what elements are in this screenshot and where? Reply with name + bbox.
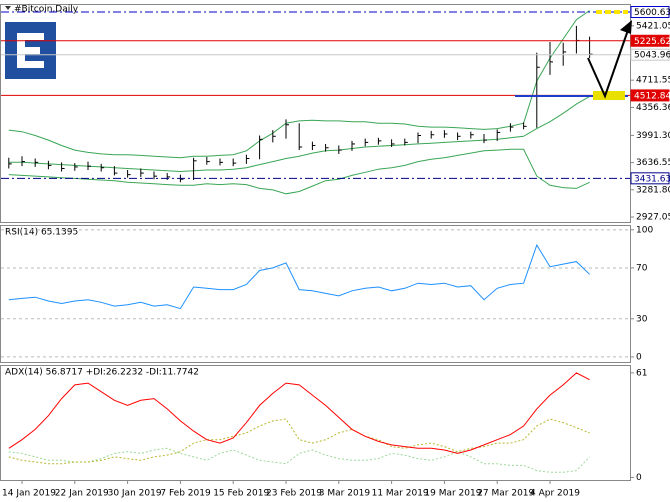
line xyxy=(8,372,590,454)
x-tick-label: 27 Mar 2019 xyxy=(477,489,534,499)
line xyxy=(8,95,590,173)
y-tick-label: 100 xyxy=(636,225,653,235)
y-tick-label: 5421.05 xyxy=(636,21,670,31)
level-label: 5043.96 xyxy=(634,51,670,61)
line xyxy=(8,418,590,465)
projection-arrow xyxy=(587,29,629,99)
line xyxy=(8,243,590,310)
support-marker xyxy=(593,91,625,100)
line xyxy=(8,10,590,159)
adx-panel xyxy=(0,365,631,481)
logo-mark xyxy=(17,33,44,68)
x-tick-label: 7 Feb 2019 xyxy=(160,489,211,499)
x-tick-label: 3 Mar 2019 xyxy=(319,489,371,499)
level-label-box xyxy=(630,172,670,185)
price-title: #Bitcoin,Daily xyxy=(14,5,79,15)
level-label: 5225.62 xyxy=(634,37,670,47)
y-tick-label: 2927.05 xyxy=(636,213,670,223)
y-tick-label: 3991.30 xyxy=(636,131,670,141)
x-tick-label: 19 Mar 2019 xyxy=(424,489,481,499)
level-label-box xyxy=(630,89,670,102)
level-label: 4512.84 xyxy=(634,91,670,101)
x-tick-label: 11 Mar 2019 xyxy=(372,489,429,499)
collapse-icon xyxy=(5,6,11,10)
y-tick-label: 61 xyxy=(636,368,647,378)
x-tick-label: 23 Feb 2019 xyxy=(266,489,322,499)
line xyxy=(8,447,590,473)
arrow-head xyxy=(620,20,632,34)
rsi-panel xyxy=(0,225,631,363)
level-label: 3431.63 xyxy=(634,174,670,184)
line xyxy=(8,148,590,195)
x-tick-label: 14 Jan 2019 xyxy=(2,489,56,499)
level-label: 5600.63 xyxy=(634,8,670,18)
y-tick-label: 0 xyxy=(636,473,642,483)
y-tick-label: 3281.80 xyxy=(636,185,670,195)
y-tick-label: 4711.55 xyxy=(636,76,670,86)
level-label-box xyxy=(630,48,670,61)
x-tick-label: 15 Feb 2019 xyxy=(213,489,269,499)
y-tick-label: 3636.55 xyxy=(636,158,670,168)
y-tick-label: 0 xyxy=(636,352,642,362)
x-tick-label: 22 Jan 2019 xyxy=(55,489,109,499)
annotations xyxy=(515,10,632,100)
adx-title: ADX(14) 56.8717 +DI:26.2232 -DI:11.7742 xyxy=(5,368,199,378)
logo xyxy=(5,22,56,79)
x-tick-label: 30 Jan 2019 xyxy=(108,489,162,499)
y-tick-label: 4356.36 xyxy=(636,103,670,113)
rsi-title: RSI(14) 65.1395 xyxy=(5,228,78,238)
y-tick-label: 70 xyxy=(636,263,648,273)
price-panel xyxy=(0,4,631,223)
level-label-box xyxy=(630,6,670,19)
x-tick-label: 4 Apr 2019 xyxy=(530,489,580,499)
y-tick-label: 30 xyxy=(636,314,648,324)
level-label-box xyxy=(630,34,670,47)
